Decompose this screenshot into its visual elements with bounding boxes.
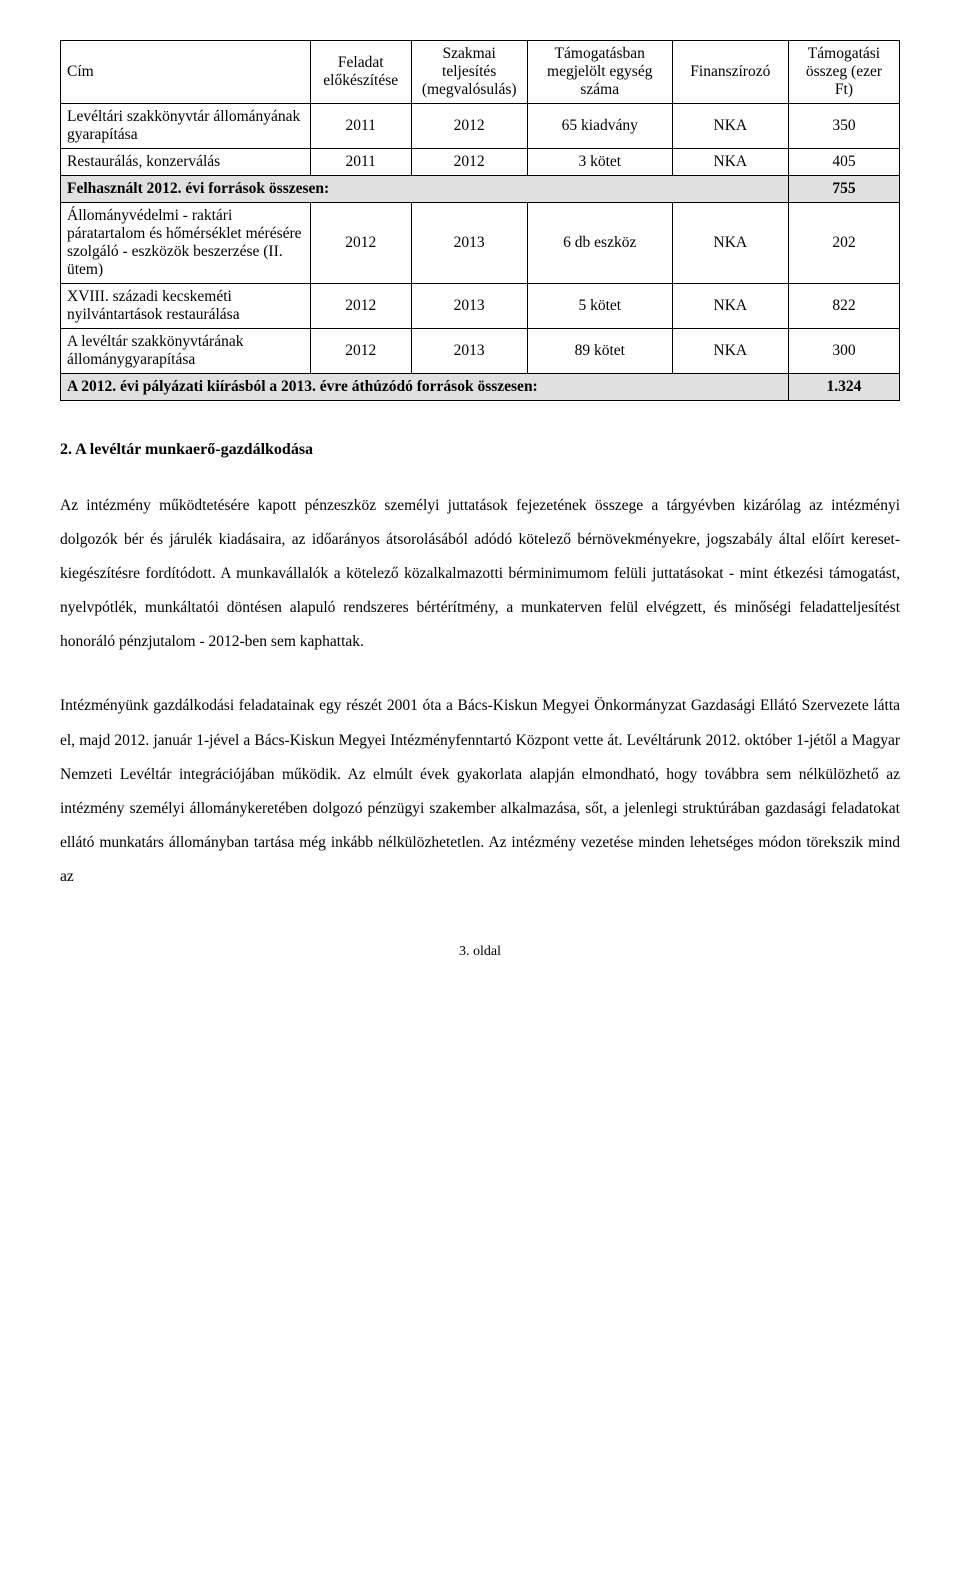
cell-amount: 202 bbox=[788, 203, 899, 284]
subtotal-label: Felhasznált 2012. évi források összesen: bbox=[61, 176, 789, 203]
cell-title: XVIII. századi kecskeméti nyilvántartáso… bbox=[61, 284, 311, 329]
cell-title: Restaurálás, konzerválás bbox=[61, 149, 311, 176]
table-row: A levéltár szakkönyvtárának állománygyar… bbox=[61, 329, 900, 374]
cell-fund: NKA bbox=[672, 329, 788, 374]
th-title: Cím bbox=[61, 41, 311, 104]
cell-amount: 300 bbox=[788, 329, 899, 374]
cell-amount: 405 bbox=[788, 149, 899, 176]
section-heading: 2. A levéltár munkaerő-gazdálkodása bbox=[60, 441, 900, 459]
th-units: Támogatásban megjelölt egység száma bbox=[527, 41, 672, 104]
funding-table: Cím Feladat előkészítése Szakmai teljesí… bbox=[60, 40, 900, 401]
table-row: Állományvédelmi - raktári páratartalom é… bbox=[61, 203, 900, 284]
th-prep: Feladat előkészítése bbox=[310, 41, 411, 104]
total-row: A 2012. évi pályázati kiírásból a 2013. … bbox=[61, 374, 900, 401]
table-row: XVIII. századi kecskeméti nyilvántartáso… bbox=[61, 284, 900, 329]
cell-fund: NKA bbox=[672, 203, 788, 284]
paragraph-1: Az intézmény működtetésére kapott pénzes… bbox=[60, 489, 900, 659]
cell-perf: 2013 bbox=[411, 284, 527, 329]
cell-units: 3 kötet bbox=[527, 149, 672, 176]
cell-perf: 2013 bbox=[411, 329, 527, 374]
cell-prep: 2012 bbox=[310, 284, 411, 329]
cell-title: Állományvédelmi - raktári páratartalom é… bbox=[61, 203, 311, 284]
cell-fund: NKA bbox=[672, 284, 788, 329]
subtotal-row: Felhasznált 2012. évi források összesen:… bbox=[61, 176, 900, 203]
cell-fund: NKA bbox=[672, 149, 788, 176]
cell-prep: 2012 bbox=[310, 203, 411, 284]
cell-units: 6 db eszköz bbox=[527, 203, 672, 284]
cell-amount: 822 bbox=[788, 284, 899, 329]
total-value: 1.324 bbox=[788, 374, 899, 401]
subtotal-value: 755 bbox=[788, 176, 899, 203]
cell-perf: 2013 bbox=[411, 203, 527, 284]
cell-fund: NKA bbox=[672, 104, 788, 149]
table-row: Restaurálás, konzerválás 2011 2012 3 köt… bbox=[61, 149, 900, 176]
th-perf: Szakmai teljesítés (megvalósulás) bbox=[411, 41, 527, 104]
cell-amount: 350 bbox=[788, 104, 899, 149]
cell-prep: 2011 bbox=[310, 104, 411, 149]
th-fund: Finanszírozó bbox=[672, 41, 788, 104]
cell-prep: 2012 bbox=[310, 329, 411, 374]
cell-units: 5 kötet bbox=[527, 284, 672, 329]
total-label: A 2012. évi pályázati kiírásból a 2013. … bbox=[61, 374, 789, 401]
th-amount: Támogatási összeg (ezer Ft) bbox=[788, 41, 899, 104]
paragraph-2: Intézményünk gazdálkodási feladatainak e… bbox=[60, 689, 900, 894]
cell-units: 65 kiadvány bbox=[527, 104, 672, 149]
cell-units: 89 kötet bbox=[527, 329, 672, 374]
cell-perf: 2012 bbox=[411, 149, 527, 176]
cell-title: A levéltár szakkönyvtárának állománygyar… bbox=[61, 329, 311, 374]
cell-prep: 2011 bbox=[310, 149, 411, 176]
page-footer: 3. oldal bbox=[60, 944, 900, 960]
table-row: Levéltári szakkönyvtár állományának gyar… bbox=[61, 104, 900, 149]
cell-title: Levéltári szakkönyvtár állományának gyar… bbox=[61, 104, 311, 149]
cell-perf: 2012 bbox=[411, 104, 527, 149]
